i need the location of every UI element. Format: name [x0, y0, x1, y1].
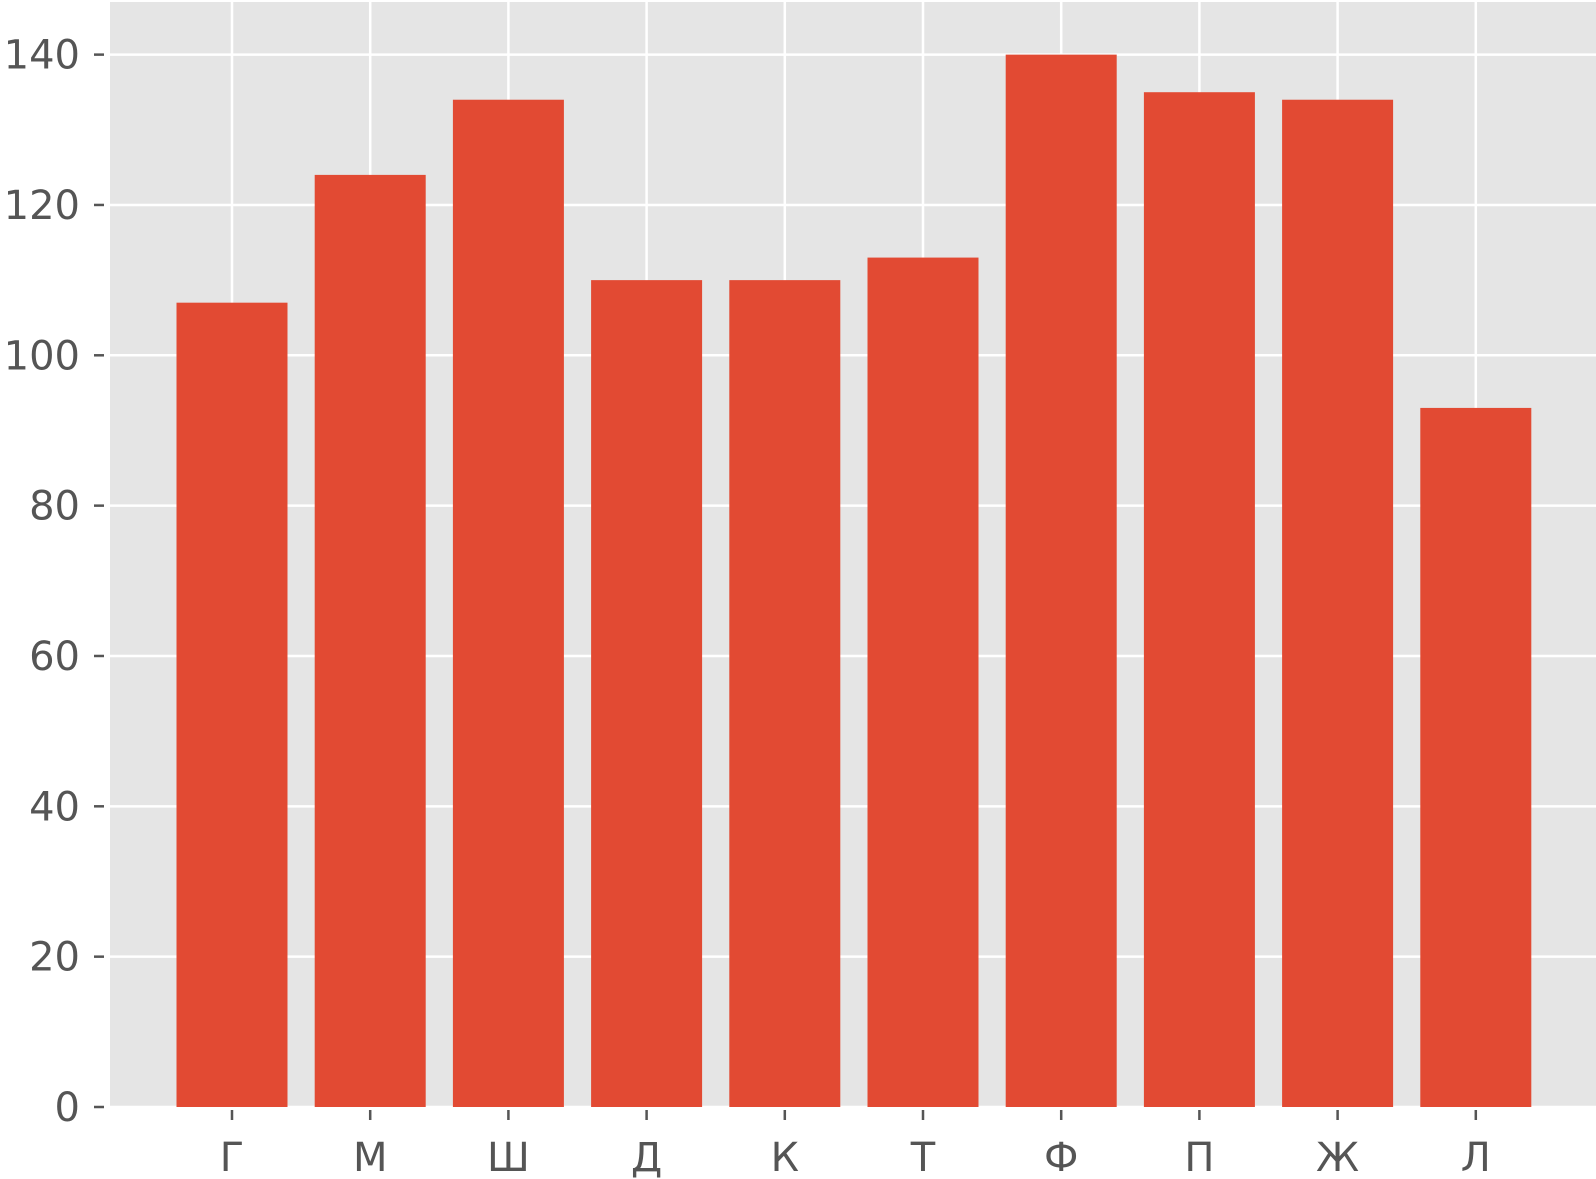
y-tick-label: 60: [29, 634, 80, 680]
x-tick-label: П: [1184, 1135, 1214, 1179]
bar-5: [729, 280, 841, 1107]
bar-6: [867, 257, 979, 1107]
y-tick-label: 100: [4, 333, 80, 379]
bar-1: [176, 302, 288, 1107]
y-tick-label: 140: [4, 33, 80, 79]
bar-2: [314, 174, 426, 1107]
x-tick-label: Л: [1461, 1135, 1491, 1179]
y-tick-label: 80: [29, 484, 80, 530]
bar-9: [1282, 99, 1394, 1108]
x-tick-label: Д: [631, 1135, 662, 1179]
bar-4: [591, 280, 703, 1107]
x-tick-label: К: [771, 1135, 799, 1179]
y-tick-label: 40: [29, 784, 80, 830]
bar-10: [1420, 407, 1532, 1108]
y-tick-label: 120: [4, 183, 80, 229]
bar-7: [1005, 54, 1117, 1108]
x-tick-label: Т: [910, 1135, 936, 1179]
x-tick-label: Ж: [1316, 1135, 1359, 1179]
x-tick-label: Ф: [1044, 1135, 1078, 1179]
x-tick-label: М: [353, 1135, 388, 1179]
y-tick-label: 0: [55, 1085, 80, 1131]
x-tick-label: Ш: [487, 1135, 530, 1179]
y-tick-label: 20: [29, 935, 80, 981]
bar-3: [452, 99, 564, 1108]
bars: [176, 54, 1532, 1108]
bar-8: [1143, 92, 1255, 1107]
x-tick-label: Г: [220, 1135, 244, 1179]
y-axis: 0 20 40 60 80 100 120 140: [4, 33, 104, 1131]
